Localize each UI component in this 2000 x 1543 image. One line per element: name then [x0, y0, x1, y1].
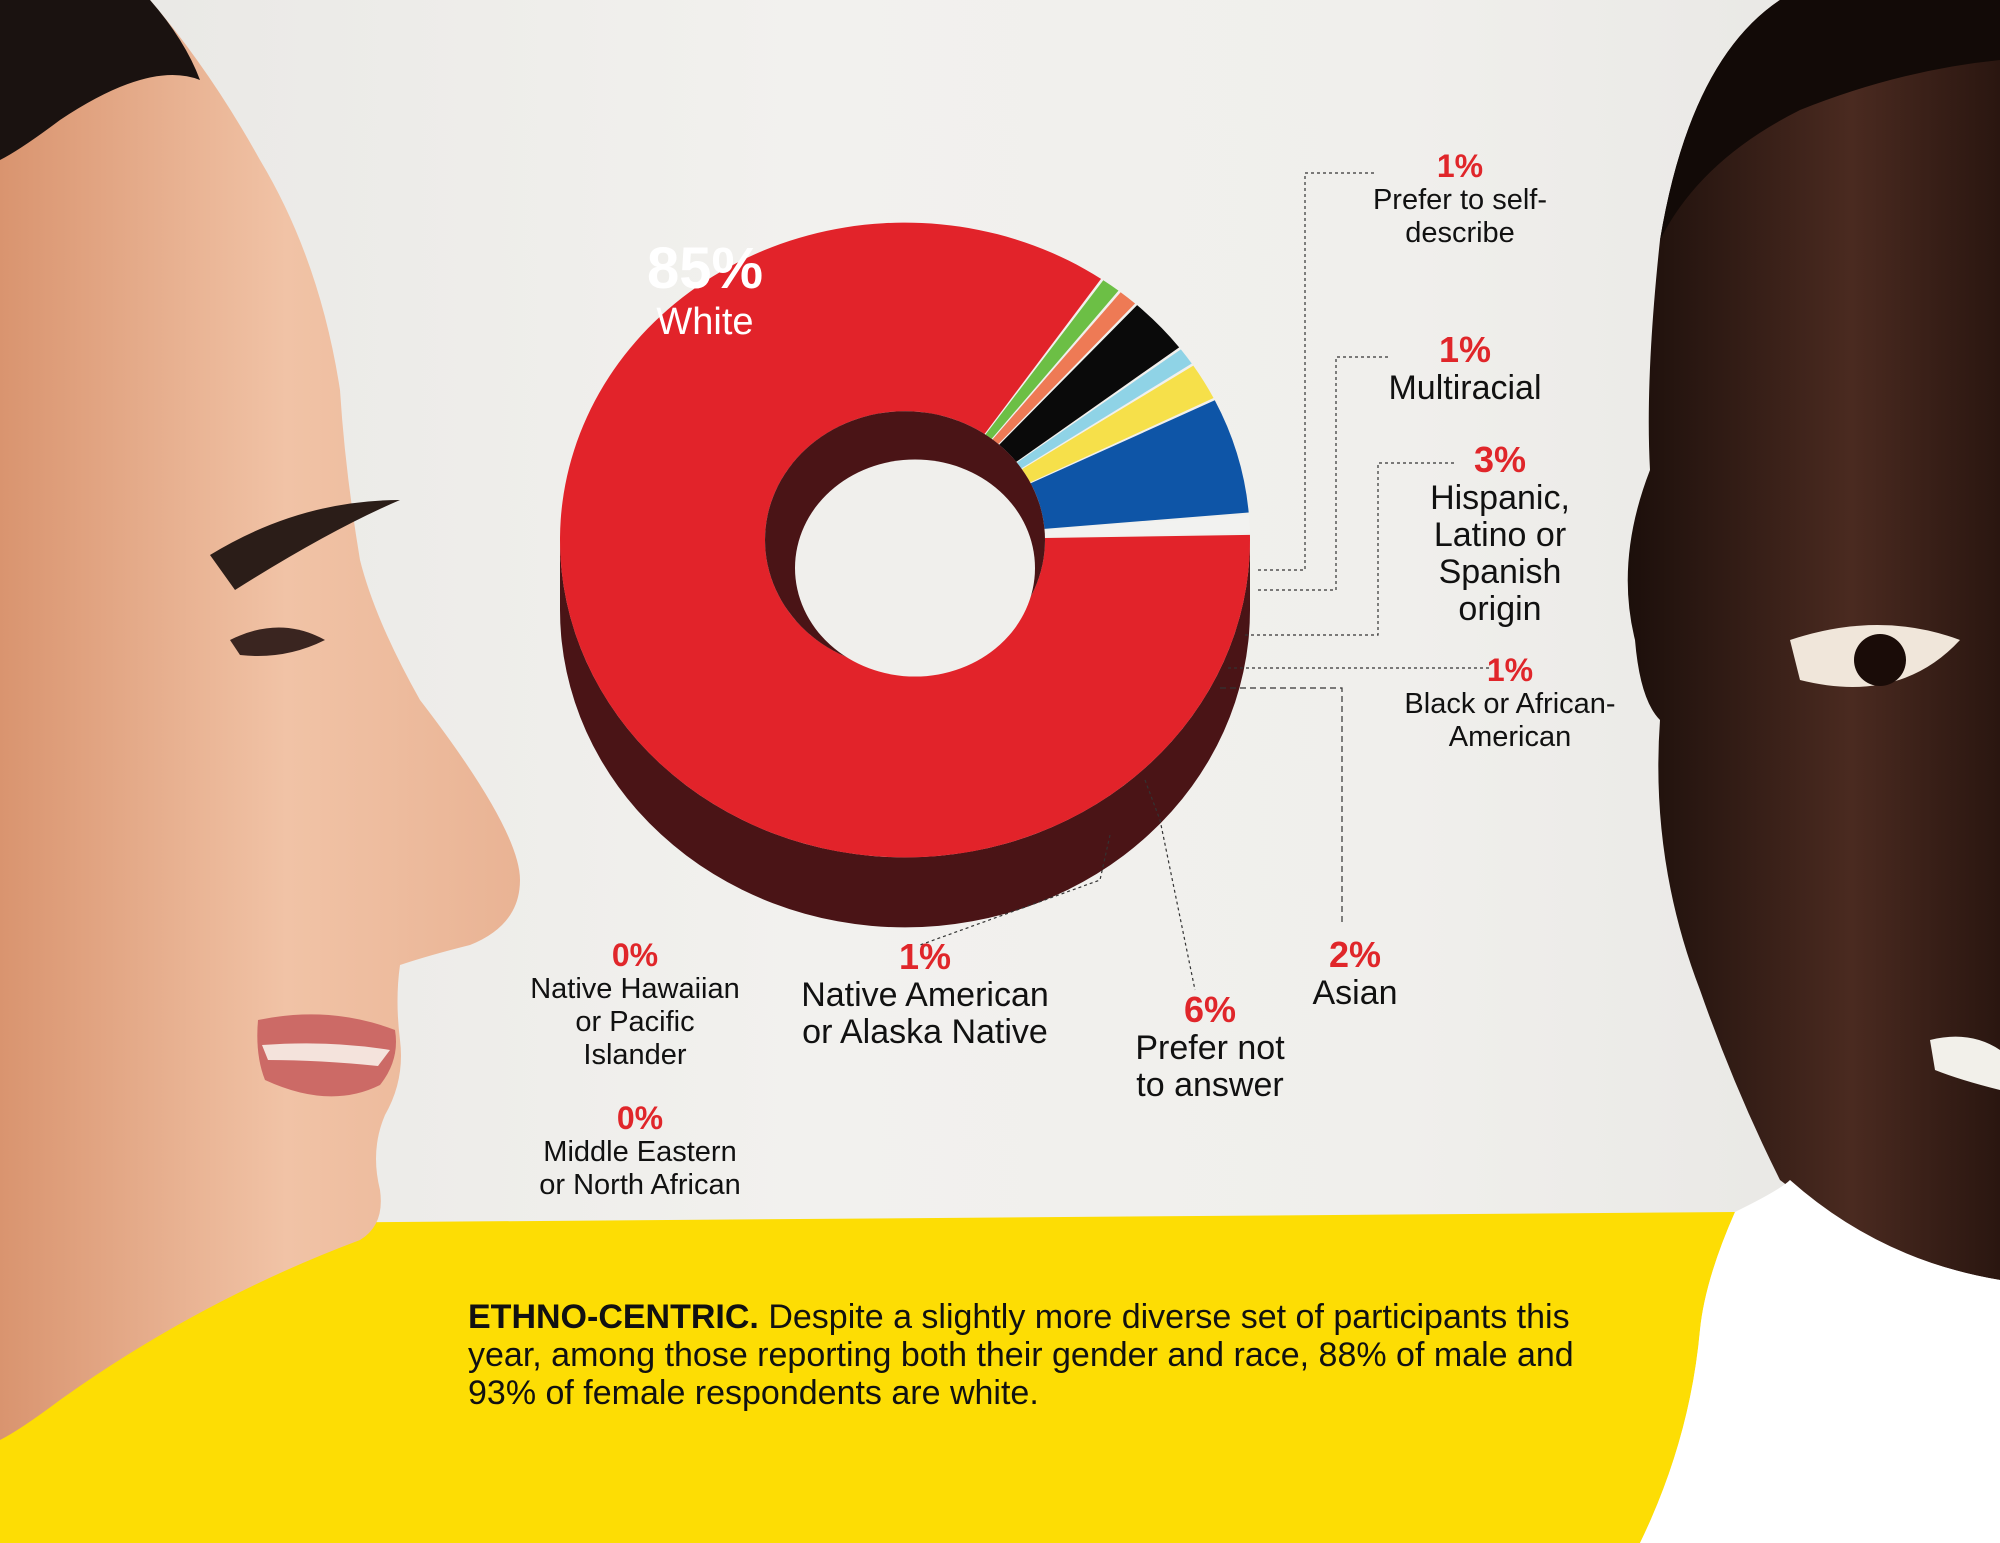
slice-black	[1016, 349, 1192, 469]
label-native-hawaiian-name: Native Hawaiian or Pacific Islander	[530, 973, 740, 1071]
label-self-describe-pct: 1%	[1436, 148, 1484, 184]
label-white-name: White	[656, 301, 754, 343]
caption-text: Despite a slightly more diverse set of p…	[468, 1298, 1574, 1412]
label-native-american: 1% Native American or Alaska Native	[790, 937, 1060, 1051]
label-black: 1% Black or African- American	[1390, 652, 1630, 754]
slice-multiracial	[992, 292, 1136, 445]
donut-side-wall	[560, 540, 1250, 928]
slice-prefer-not	[1030, 400, 1249, 529]
leader-hispanic	[1245, 462, 1455, 636]
slice-hispanic	[999, 305, 1180, 462]
label-middle-eastern-pct: 0%	[616, 1100, 664, 1136]
leader-lines	[919, 172, 1490, 991]
label-prefer-not-name: Prefer not to answer	[1135, 1029, 1285, 1104]
leader-prefer-not	[1144, 779, 1196, 991]
label-hispanic: 3% Hispanic, Latino or Spanish origin	[1400, 440, 1600, 628]
label-asian-pct: 2%	[1328, 934, 1382, 975]
donut-hole	[795, 459, 1035, 677]
donut-chart	[559, 222, 1250, 928]
label-prefer-not: 6% Prefer not to answer	[1110, 990, 1310, 1104]
label-self-describe-name: Prefer to self- describe	[1372, 184, 1548, 249]
leader-asian	[1220, 687, 1343, 925]
slice-asian	[1021, 365, 1214, 483]
caption-band	[0, 1212, 1735, 1543]
slice-native-american	[1044, 515, 1250, 537]
label-white-pct: 85%	[646, 236, 764, 301]
label-native-american-name: Native American or Alaska Native	[801, 976, 1049, 1051]
label-middle-eastern: 0% Middle Eastern or North African	[520, 1100, 760, 1202]
label-native-hawaiian: 0% Native Hawaiian or Pacific Islander	[520, 937, 750, 1072]
label-asian: 2% Asian	[1290, 935, 1420, 1012]
label-native-hawaiian-pct: 0%	[611, 937, 659, 973]
label-middle-eastern-name: Middle Eastern or North African	[539, 1136, 741, 1201]
slice-self-describe	[985, 280, 1119, 439]
leader-multiracial	[1258, 356, 1390, 591]
label-multiracial: 1% Multiracial	[1360, 330, 1570, 407]
slice-white	[559, 222, 1250, 858]
label-black-pct: 1%	[1486, 652, 1534, 688]
caption-kicker: ETHNO-CENTRIC.	[468, 1298, 759, 1336]
label-multiracial-pct: 1%	[1438, 329, 1492, 370]
label-multiracial-name: Multiracial	[1388, 369, 1542, 407]
label-native-american-pct: 1%	[898, 936, 952, 977]
label-self-describe: 1% Prefer to self- describe	[1345, 148, 1575, 250]
label-asian-name: Asian	[1312, 974, 1398, 1012]
label-hispanic-name: Hispanic, Latino or Spanish origin	[1430, 479, 1570, 628]
label-black-name: Black or African- American	[1404, 688, 1616, 753]
smiling-man-photo	[1627, 0, 2000, 1543]
label-white: 85% White	[600, 238, 810, 344]
caption: ETHNO-CENTRIC. Despite a slightly more d…	[468, 1298, 1648, 1412]
label-prefer-not-pct: 6%	[1183, 989, 1237, 1030]
woman-profile-photo	[0, 0, 520, 1440]
label-hispanic-pct: 3%	[1473, 439, 1527, 480]
